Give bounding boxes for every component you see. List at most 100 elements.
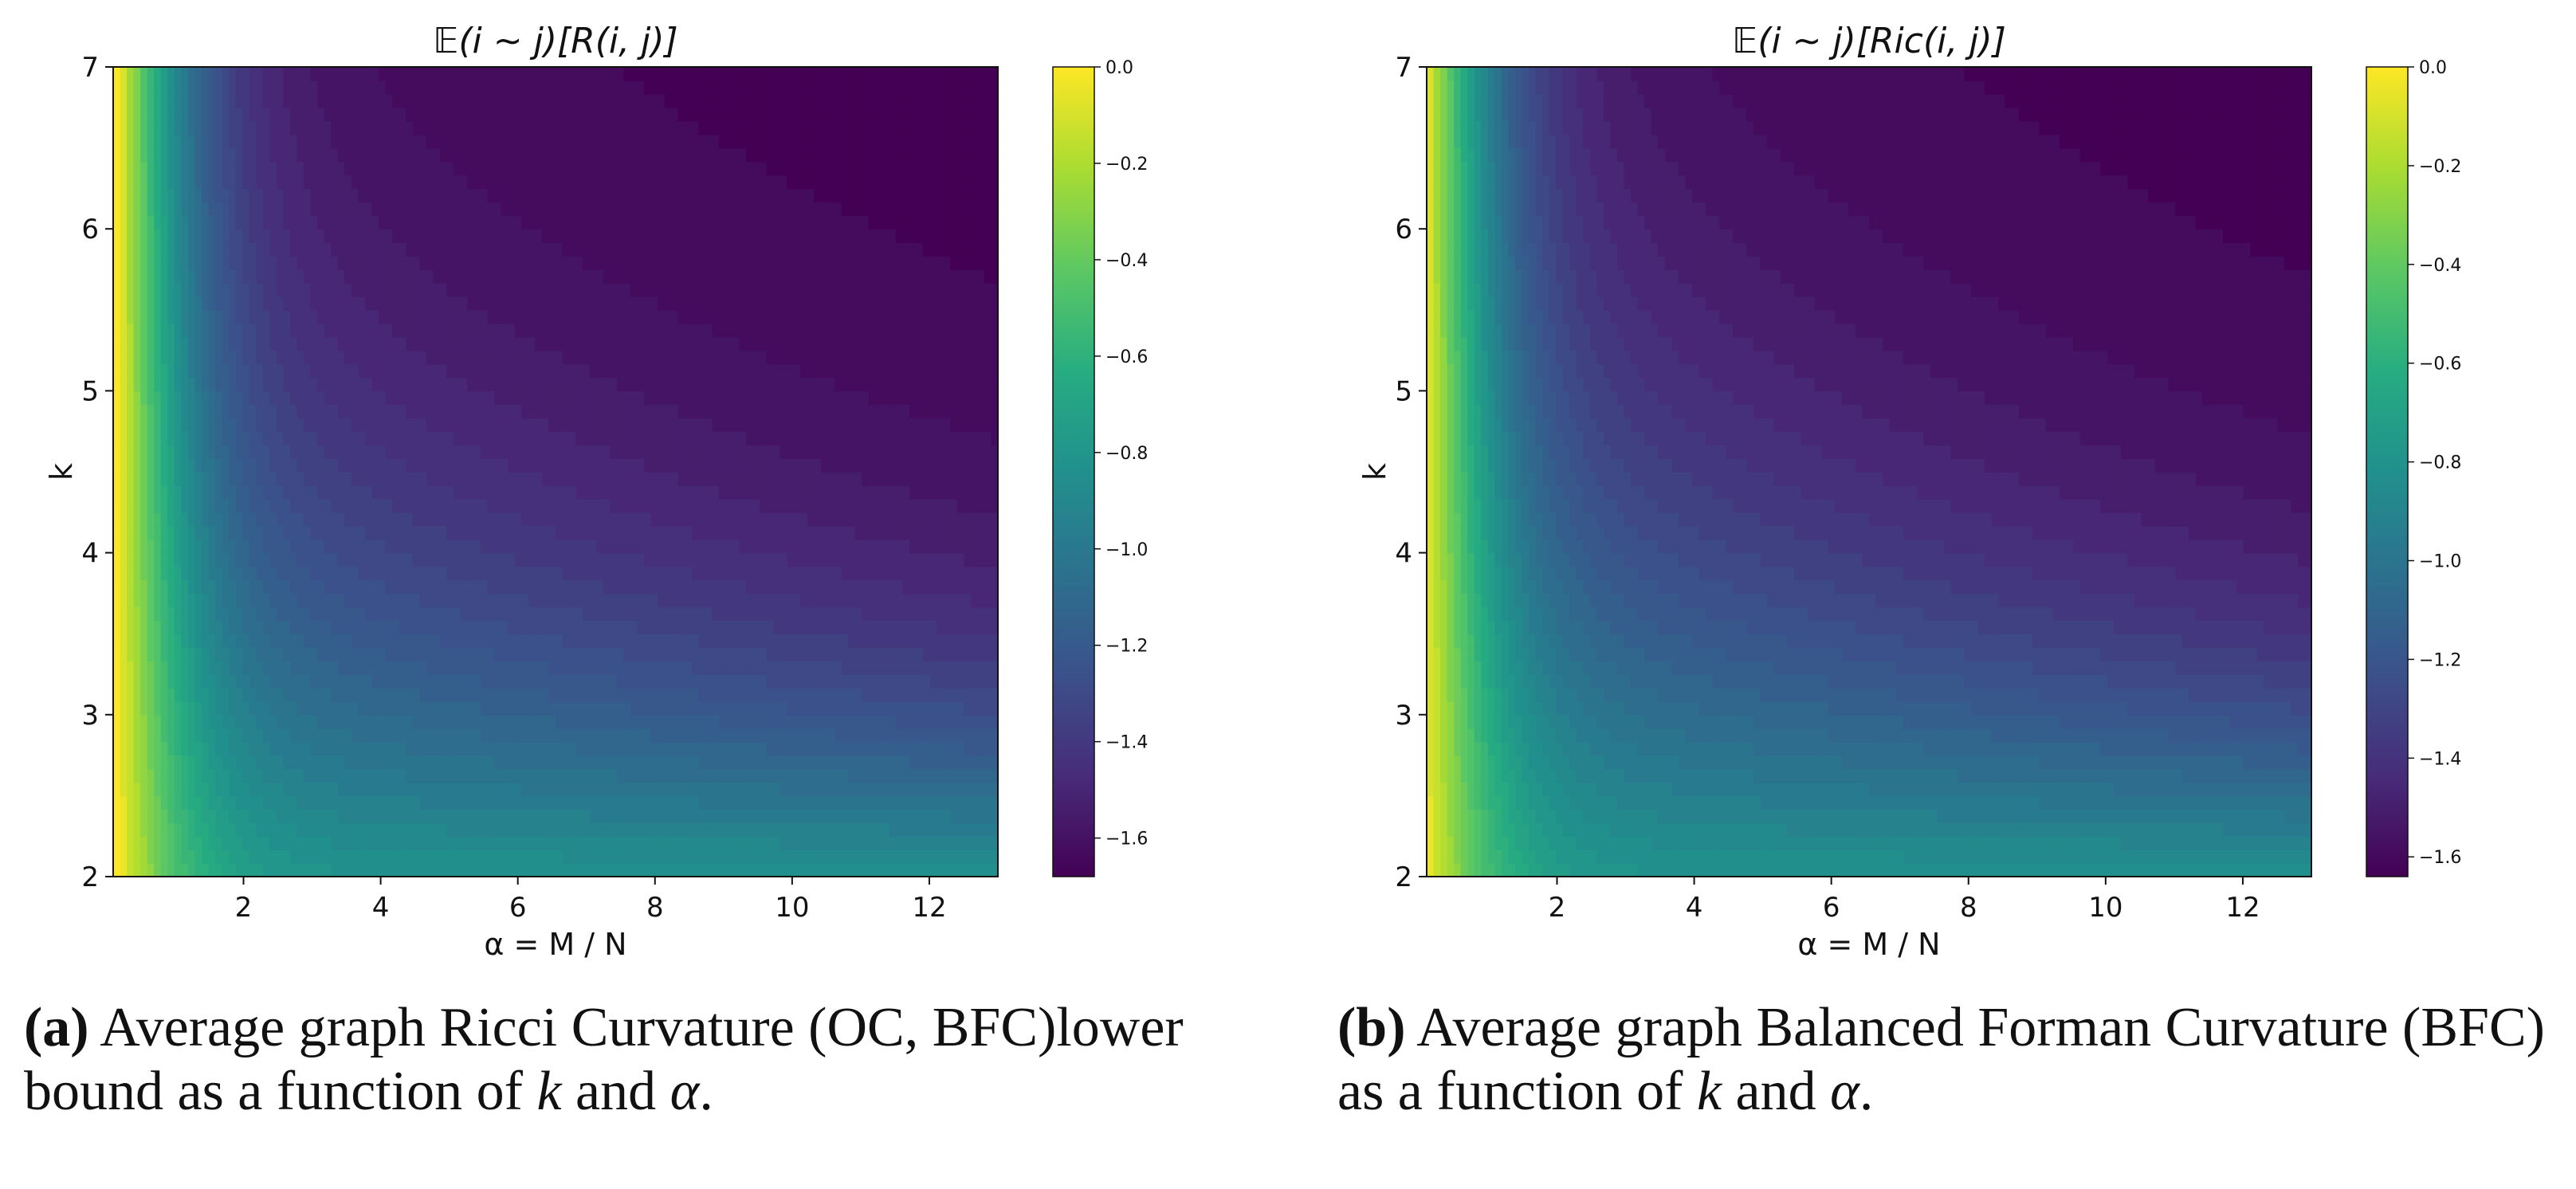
heatmap-cell <box>256 566 264 581</box>
heatmap-cell <box>481 175 489 190</box>
heatmap-cell <box>276 269 285 284</box>
heatmap-cell <box>379 107 387 122</box>
heatmap-cell <box>290 296 298 311</box>
heatmap-cell <box>167 822 175 837</box>
heatmap-cell <box>181 552 189 567</box>
heatmap-cell <box>256 674 264 689</box>
heatmap-cell <box>133 620 141 634</box>
heatmap-cell <box>317 404 325 419</box>
heatmap-cell <box>167 93 175 108</box>
heatmap-cell <box>160 485 169 500</box>
heatmap-cell <box>242 229 250 243</box>
heatmap-cell <box>222 579 230 594</box>
heatmap-cell <box>147 593 155 608</box>
heatmap-cell <box>589 431 598 445</box>
heatmap-cell <box>167 363 175 379</box>
heatmap-cell <box>385 161 393 176</box>
heatmap-cell <box>215 850 223 864</box>
heatmap-cell <box>610 147 618 163</box>
heatmap-cell <box>140 269 148 284</box>
heatmap-cell <box>412 296 421 311</box>
heatmap-cell <box>658 296 666 311</box>
heatmap-cell <box>610 445 618 459</box>
heatmap-cell <box>351 647 359 661</box>
heatmap-cell <box>535 323 543 338</box>
heatmap-cell <box>120 714 128 729</box>
heatmap-cell <box>603 215 611 230</box>
heatmap-cell <box>133 107 141 122</box>
heatmap-cell <box>290 134 298 149</box>
heatmap-cell <box>208 363 216 379</box>
heatmap-cell <box>392 350 400 365</box>
heatmap-cell <box>460 390 468 406</box>
heatmap-cell <box>623 782 631 797</box>
heatmap-cell <box>127 215 135 230</box>
heatmap-cell <box>358 175 366 190</box>
heatmap-cell <box>569 634 577 648</box>
heatmap-cell <box>296 336 304 351</box>
heatmap-cell <box>589 390 598 406</box>
heatmap-cell <box>399 256 406 270</box>
heatmap-cell <box>331 175 339 190</box>
heatmap-cell <box>637 93 645 108</box>
heatmap-cell <box>187 296 196 311</box>
heatmap-cell <box>120 296 128 311</box>
heatmap-cell <box>514 714 523 729</box>
heatmap-cell <box>650 661 658 675</box>
heatmap-cell <box>671 134 679 149</box>
heatmap-cell <box>501 93 509 108</box>
heatmap-cell <box>392 458 400 473</box>
heatmap-cell <box>202 107 210 122</box>
heatmap-cell <box>467 134 475 149</box>
heatmap-cell <box>583 579 591 594</box>
heatmap-cell <box>379 661 387 675</box>
heatmap-cell <box>664 674 672 689</box>
heatmap-cell <box>181 458 189 473</box>
heatmap-cell <box>256 363 264 379</box>
heatmap-cell <box>541 512 550 527</box>
heatmap-cell <box>548 579 556 594</box>
heatmap-cell <box>637 67 645 81</box>
heatmap-cell <box>637 188 645 203</box>
heatmap-cell <box>113 809 121 824</box>
heatmap-cell <box>317 445 325 459</box>
heatmap-cell <box>664 458 672 473</box>
heatmap-cell <box>433 552 441 567</box>
heatmap-cell <box>508 296 516 311</box>
heatmap-cell <box>644 377 652 392</box>
heatmap-cell <box>399 863 406 877</box>
heatmap-cell <box>521 363 529 379</box>
heatmap-cell <box>344 147 352 163</box>
heatmap-cell <box>379 296 387 311</box>
heatmap-cell <box>371 175 379 190</box>
heatmap-cell <box>650 836 658 850</box>
heatmap-cell <box>616 431 625 445</box>
heatmap-cell <box>521 350 529 365</box>
heatmap-cell <box>262 188 271 203</box>
heatmap-cell <box>575 606 583 622</box>
heatmap-cell <box>154 552 162 567</box>
heatmap-cell <box>317 593 325 608</box>
heatmap-cell <box>202 836 210 850</box>
heatmap-cell <box>296 579 304 594</box>
heatmap-cell <box>222 242 230 257</box>
heatmap-cell <box>256 850 264 864</box>
heatmap-cell <box>481 700 489 716</box>
heatmap-cell <box>671 822 679 837</box>
heatmap-cell <box>494 647 502 661</box>
heatmap-cell <box>562 363 570 379</box>
heatmap-cell <box>406 215 414 230</box>
heatmap-cell <box>481 229 489 243</box>
heatmap-cell <box>133 431 141 445</box>
heatmap-cell <box>494 485 502 500</box>
heatmap-cell <box>514 741 523 756</box>
heatmap-cell <box>528 674 536 689</box>
heatmap-cell <box>324 620 332 634</box>
heatmap-cell <box>583 80 591 95</box>
heatmap-cell <box>385 256 393 270</box>
heatmap-cell <box>535 93 543 108</box>
heatmap-cell <box>406 161 414 176</box>
heatmap-cell <box>167 431 175 445</box>
heatmap-cell <box>208 161 216 176</box>
heatmap-cell <box>508 566 516 581</box>
